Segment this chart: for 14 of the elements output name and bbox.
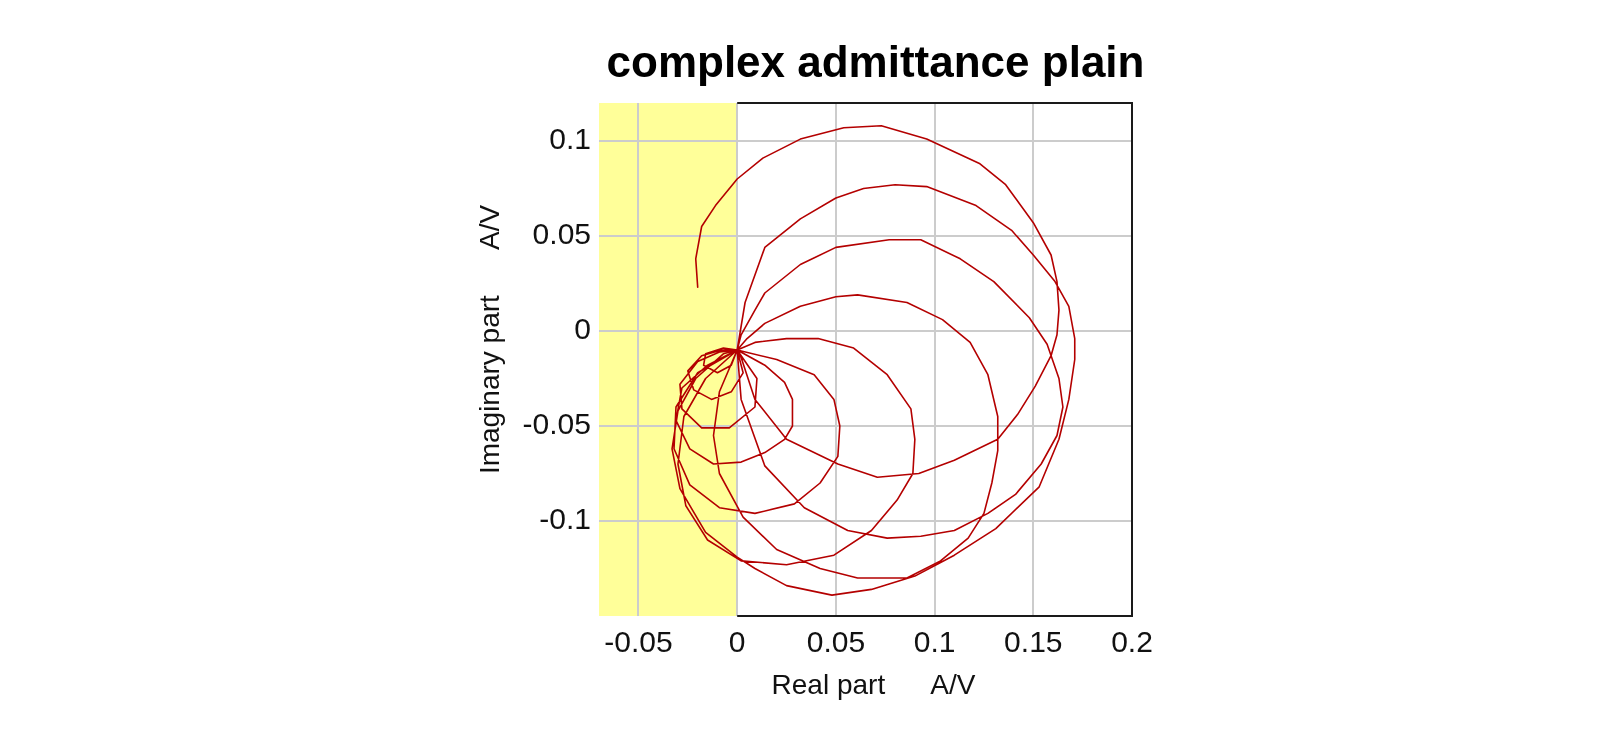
x-tick-label: 0.15 <box>1004 625 1063 659</box>
x-tick-label: 0 <box>728 625 746 659</box>
y-tick-label: -0.05 <box>522 407 591 441</box>
x-tick-label: 0.2 <box>1111 625 1153 659</box>
y-axis-title: Imaginary part A/V <box>473 204 505 475</box>
x-tick-label: 0.05 <box>806 625 866 659</box>
y-tick-label: 0.05 <box>532 217 591 251</box>
x-tick-label: -0.05 <box>604 625 673 659</box>
chart-title: complex admittance plain <box>606 37 1145 86</box>
y-tick-label: 0.1 <box>549 122 591 156</box>
x-tick-label: 0.1 <box>913 625 956 659</box>
x-axis-title: Real part A/V <box>771 669 976 700</box>
y-tick-label: 0 <box>574 312 591 346</box>
y-tick-label: -0.1 <box>539 502 591 536</box>
